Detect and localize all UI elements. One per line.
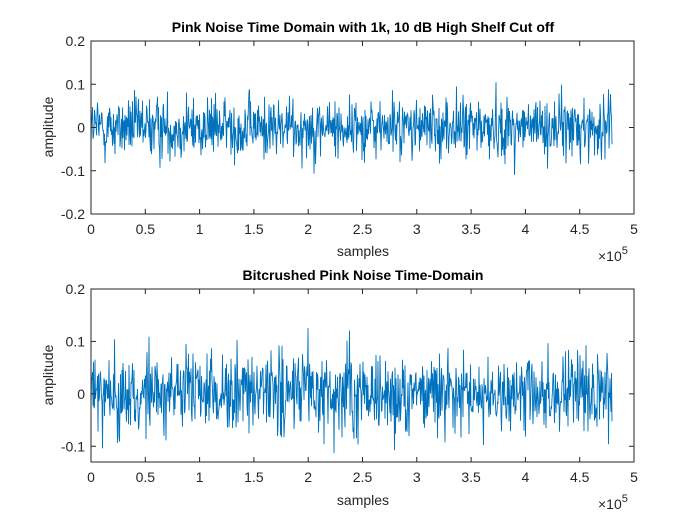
y-tick-label: -0.1 bbox=[61, 163, 85, 179]
x-axis-label-bottom: samples bbox=[337, 492, 389, 508]
x-tick-label: 5 bbox=[630, 469, 638, 485]
x-tick-label: 3 bbox=[413, 221, 421, 237]
x-tick-label: 4.5 bbox=[570, 221, 590, 237]
y-axis-label-top: amplitude bbox=[40, 96, 56, 157]
x-tick-label: 3.5 bbox=[461, 221, 481, 237]
x-tick-label: 2 bbox=[304, 221, 312, 237]
x-tick-label: 2.5 bbox=[353, 469, 373, 485]
x-tick-label: 4 bbox=[522, 221, 530, 237]
x-ticks-top: 0 0.5 1 1.5 2 2.5 3 3.5 4 4.5 5 bbox=[87, 41, 638, 237]
signal-bottom bbox=[90, 327, 613, 454]
x-tick-label: 0.5 bbox=[136, 221, 156, 237]
axes-bottom: Bitcrushed Pink Noise Time-Domain 0 0.5 1 1… bbox=[40, 267, 638, 512]
x-tick-label: 1.5 bbox=[244, 221, 264, 237]
x-tick-label: 4.5 bbox=[570, 469, 590, 485]
y-ticks-top: -0.2 -0.1 0 0.1 0.2 bbox=[61, 33, 634, 222]
x-tick-label: 2 bbox=[304, 469, 312, 485]
y-ticks-bottom: -0.1 0 0.1 0.2 bbox=[61, 281, 634, 454]
axes-top: Pink Noise Time Domain with 1k, 10 dB Hi… bbox=[40, 19, 638, 264]
y-tick-label: 0 bbox=[77, 120, 85, 136]
x-tick-label: 0 bbox=[87, 469, 95, 485]
y-tick-label: 0.2 bbox=[66, 281, 86, 297]
x-tick-label: 0.5 bbox=[136, 469, 156, 485]
x-tick-label: 3 bbox=[413, 469, 421, 485]
signal-line bbox=[90, 82, 613, 175]
x-tick-label: 1 bbox=[196, 469, 204, 485]
x-exponent-bottom: ×105 bbox=[598, 493, 628, 512]
y-tick-label: 0.1 bbox=[66, 333, 86, 349]
y-tick-label: -0.2 bbox=[61, 206, 85, 222]
y-tick-label: 0 bbox=[77, 386, 85, 402]
x-exponent-top: ×105 bbox=[598, 245, 628, 264]
x-ticks-bottom: 0 0.5 1 1.5 2 2.5 3 3.5 4 4.5 5 bbox=[87, 289, 638, 485]
chart-title-top: Pink Noise Time Domain with 1k, 10 dB Hi… bbox=[172, 19, 555, 35]
x-tick-label: 4 bbox=[522, 469, 530, 485]
x-tick-label: 5 bbox=[630, 221, 638, 237]
chart-title-bottom: Bitcrushed Pink Noise Time-Domain bbox=[243, 267, 484, 283]
x-tick-label: 0 bbox=[87, 221, 95, 237]
y-tick-label: 0.1 bbox=[66, 76, 86, 92]
x-tick-label: 1 bbox=[196, 221, 204, 237]
y-tick-label: 0.2 bbox=[66, 33, 86, 49]
x-tick-label: 3.5 bbox=[461, 469, 481, 485]
signal-line bbox=[90, 327, 613, 454]
y-tick-label: -0.1 bbox=[61, 438, 85, 454]
x-tick-label: 1.5 bbox=[244, 469, 264, 485]
signal-top bbox=[90, 82, 613, 175]
y-axis-label-bottom: amplitude bbox=[40, 344, 56, 405]
x-axis-label-top: samples bbox=[337, 243, 389, 259]
x-tick-label: 2.5 bbox=[353, 221, 373, 237]
